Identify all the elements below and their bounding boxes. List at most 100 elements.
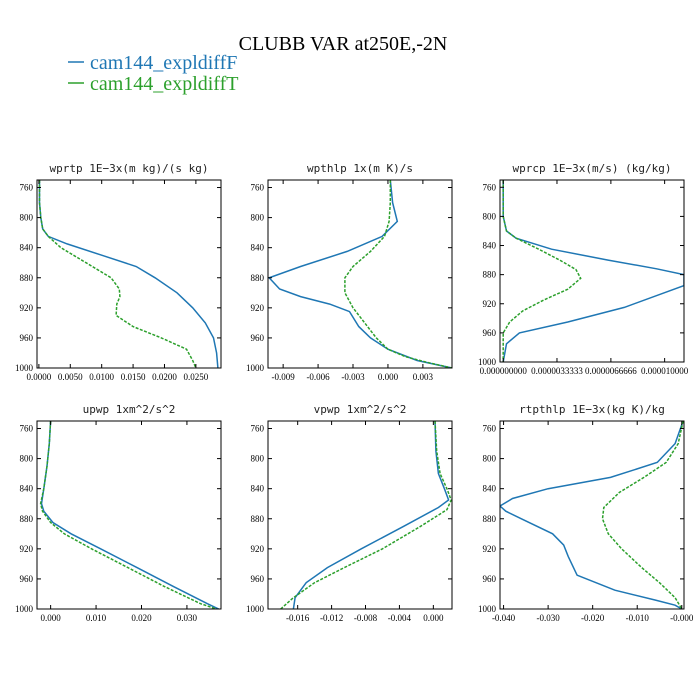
panel-series-group: [280, 421, 452, 609]
legend-label-f: cam144_expldiffF: [90, 52, 237, 74]
x-tick-label: 0.0000033333: [531, 366, 583, 376]
panel-title: wpthlp 1x(m K)/s: [307, 162, 413, 175]
x-tick-label: -0.006: [306, 372, 330, 382]
x-tick-label: 0.0000: [27, 372, 52, 382]
series-line-expldiffT: [38, 180, 197, 368]
y-tick-label: 1000: [15, 363, 34, 373]
x-tick-label: 0.000: [41, 613, 62, 623]
x-tick-label: -0.012: [320, 613, 343, 623]
y-tick-label: 920: [483, 544, 497, 554]
panel-1: wprtp 1E−3x(m kg)/(s kg) 760 800 840 880 920 9…: [15, 162, 222, 382]
panel-series-group: [268, 180, 452, 368]
y-tick-label: 760: [251, 424, 265, 434]
y-tick-label: 800: [483, 211, 497, 221]
panel-title: wprcp 1E−3x(m/s) (kg/kg): [513, 162, 672, 175]
y-tick-label: 760: [483, 182, 497, 192]
series-line-expldiffF: [38, 180, 219, 368]
x-tick-label: -0.040: [492, 613, 516, 623]
x-tick-label: 0.030: [177, 613, 198, 623]
x-tick-label: 0.0050: [58, 372, 83, 382]
panel-frame: [36, 179, 222, 369]
series-line-expldiffF: [268, 180, 452, 368]
panel-grid: wprtp 1E−3x(m kg)/(s kg) 760 800 840 880 920 9…: [15, 162, 694, 623]
x-tick-label: -0.003: [341, 372, 365, 382]
panel-series-group: [502, 180, 684, 362]
y-tick-label: 880: [20, 273, 34, 283]
y-tick-label: 800: [20, 213, 34, 223]
y-tick-label: 840: [483, 484, 497, 494]
panel-frame: [267, 420, 453, 610]
x-tick-label: -0.009: [272, 372, 296, 382]
series-line-expldiffF: [502, 180, 684, 362]
y-tick-label: 960: [251, 574, 265, 584]
series-line-expldiffF: [40, 421, 220, 609]
x-tick-label: -0.004: [388, 613, 412, 623]
panel-title: rtpthlp 1E−3x(kg K)/kg: [519, 403, 665, 416]
y-tick-label: 920: [20, 303, 34, 313]
y-tick-label: 760: [20, 424, 34, 434]
series-line-expldiffT: [502, 180, 582, 362]
y-tick-label: 760: [251, 183, 265, 193]
panel-title: vpwp 1xm^2/s^2: [314, 403, 407, 416]
series-line-expldiffF: [500, 421, 684, 609]
y-tick-label: 880: [20, 514, 34, 524]
y-tick-label: 960: [20, 574, 34, 584]
x-tick-label: -0.008: [354, 613, 378, 623]
x-tick-label: 0.000: [378, 372, 399, 382]
y-tick-label: 840: [20, 243, 34, 253]
legend-label-t: cam144_expldiffT: [90, 73, 238, 95]
y-tick-label: 880: [483, 270, 497, 280]
series-line-expldiffT: [601, 421, 684, 609]
series-line-expldiffT: [39, 421, 217, 609]
y-tick-label: 760: [483, 424, 497, 434]
y-tick-label: 920: [251, 303, 265, 313]
x-tick-label: -0.030: [536, 613, 560, 623]
x-tick-label: 0.0250: [184, 372, 209, 382]
y-tick-label: 840: [483, 241, 497, 251]
x-tick-label: 0.0150: [121, 372, 146, 382]
y-tick-label: 840: [251, 243, 265, 253]
legend: cam144_expldiffF cam144_expldiffT: [68, 52, 238, 95]
x-tick-label: 0.000000000: [480, 366, 528, 376]
y-tick-label: 960: [251, 333, 265, 343]
y-tick-label: 960: [20, 333, 34, 343]
panel-frame: [499, 420, 685, 610]
y-tick-label: 1000: [246, 363, 265, 373]
panel-frame: [267, 179, 453, 369]
x-tick-label: 0.000: [423, 613, 444, 623]
y-tick-label: 880: [251, 273, 265, 283]
series-line-expldiffT: [280, 421, 452, 609]
x-tick-label: 0.0100: [89, 372, 114, 382]
y-tick-label: 880: [251, 514, 265, 524]
x-tick-label: 0.010: [86, 613, 107, 623]
y-tick-label: 960: [483, 574, 497, 584]
y-tick-label: 1000: [478, 357, 497, 367]
y-tick-label: 1000: [246, 604, 265, 614]
y-tick-label: 920: [251, 544, 265, 554]
y-tick-label: 920: [20, 544, 34, 554]
panel-frame: [36, 420, 222, 610]
panel-3: wprcp 1E−3x(m/s) (kg/kg) 760 800 840 880 920 9…: [478, 162, 689, 376]
panel-4: upwp 1xm^2/s^2 760 800 840 880 920 960 1000 0.00…: [15, 403, 222, 623]
x-tick-label: 0.020: [131, 613, 152, 623]
x-tick-label: -0.016: [286, 613, 310, 623]
panel-series-group: [39, 421, 220, 609]
panel-series-group: [500, 421, 684, 609]
y-tick-label: 840: [20, 484, 34, 494]
y-tick-label: 800: [483, 454, 497, 464]
y-tick-label: 840: [251, 484, 265, 494]
series-line-expldiffF: [292, 421, 450, 609]
panel-frame: [499, 179, 685, 363]
panel-2: wpthlp 1x(m K)/s 760 800 840 880 920 960 1000 -0…: [246, 162, 453, 382]
y-tick-label: 800: [251, 213, 265, 223]
y-tick-label: 960: [483, 328, 497, 338]
x-tick-label: 0.0200: [152, 372, 177, 382]
y-tick-label: 800: [20, 454, 34, 464]
panel-title: upwp 1xm^2/s^2: [83, 403, 176, 416]
x-tick-label: -0.000: [670, 613, 694, 623]
y-tick-label: 1000: [15, 604, 34, 614]
x-tick-label: 0.000010000: [641, 366, 689, 376]
x-tick-label: 0.0000066666: [585, 366, 637, 376]
y-tick-label: 920: [483, 299, 497, 309]
x-tick-label: 0.003: [413, 372, 434, 382]
